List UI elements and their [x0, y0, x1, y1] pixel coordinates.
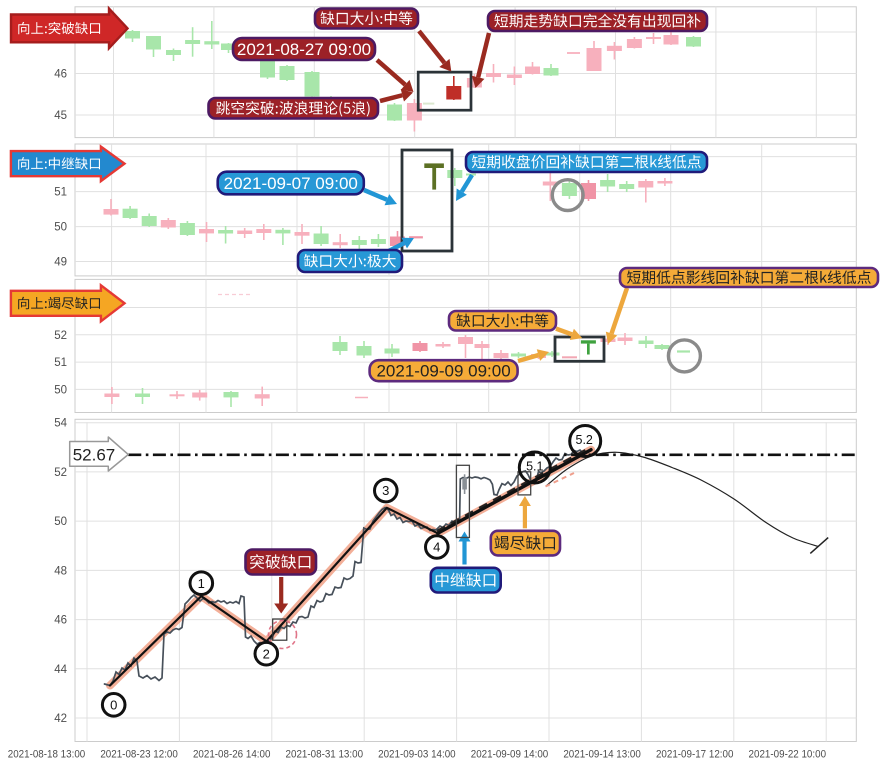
svg-text:2021-09-17 12:00: 2021-09-17 12:00: [656, 749, 734, 761]
svg-text:51: 51: [54, 187, 67, 199]
svg-text:2021-08-18 13:00: 2021-08-18 13:00: [8, 749, 86, 761]
svg-text:2021-09-09 09:00: 2021-09-09 09:00: [376, 362, 510, 381]
svg-text:46: 46: [54, 615, 67, 627]
svg-text:51: 51: [54, 357, 67, 369]
svg-text:44: 44: [54, 664, 67, 676]
svg-text:2021-09-22 10:00: 2021-09-22 10:00: [749, 749, 827, 761]
svg-text:54: 54: [54, 418, 67, 430]
svg-text:2021-09-07 09:00: 2021-09-07 09:00: [224, 174, 358, 193]
svg-text:2021-08-23 12:00: 2021-08-23 12:00: [100, 749, 178, 761]
svg-text:50: 50: [54, 516, 67, 528]
svg-text:2021-08-31 13:00: 2021-08-31 13:00: [286, 749, 364, 761]
svg-text:49: 49: [54, 257, 67, 269]
svg-text:52: 52: [54, 330, 67, 342]
svg-text:2021-09-09 14:00: 2021-09-09 14:00: [471, 749, 549, 761]
svg-text:0: 0: [110, 697, 117, 712]
svg-text:3: 3: [382, 483, 389, 498]
svg-text:48: 48: [54, 565, 67, 577]
svg-text:2021-08-26 14:00: 2021-08-26 14:00: [193, 749, 271, 761]
svg-text:2: 2: [263, 646, 270, 661]
svg-text:45: 45: [54, 110, 67, 122]
svg-text:50: 50: [54, 222, 67, 234]
svg-text:2021-09-03 14:00: 2021-09-03 14:00: [378, 749, 456, 761]
svg-text:4: 4: [433, 540, 440, 555]
svg-text:2021-09-14 13:00: 2021-09-14 13:00: [563, 749, 641, 761]
svg-text:52: 52: [54, 467, 67, 479]
svg-text:52.67: 52.67: [73, 445, 116, 464]
svg-text:1: 1: [198, 576, 205, 591]
svg-text:2021-08-27 09:00: 2021-08-27 09:00: [237, 40, 371, 59]
svg-text:50: 50: [54, 384, 67, 396]
svg-text:5.2: 5.2: [576, 433, 593, 447]
svg-text:46: 46: [54, 69, 67, 81]
svg-text:5.1: 5.1: [526, 460, 543, 474]
svg-text:42: 42: [54, 713, 67, 725]
